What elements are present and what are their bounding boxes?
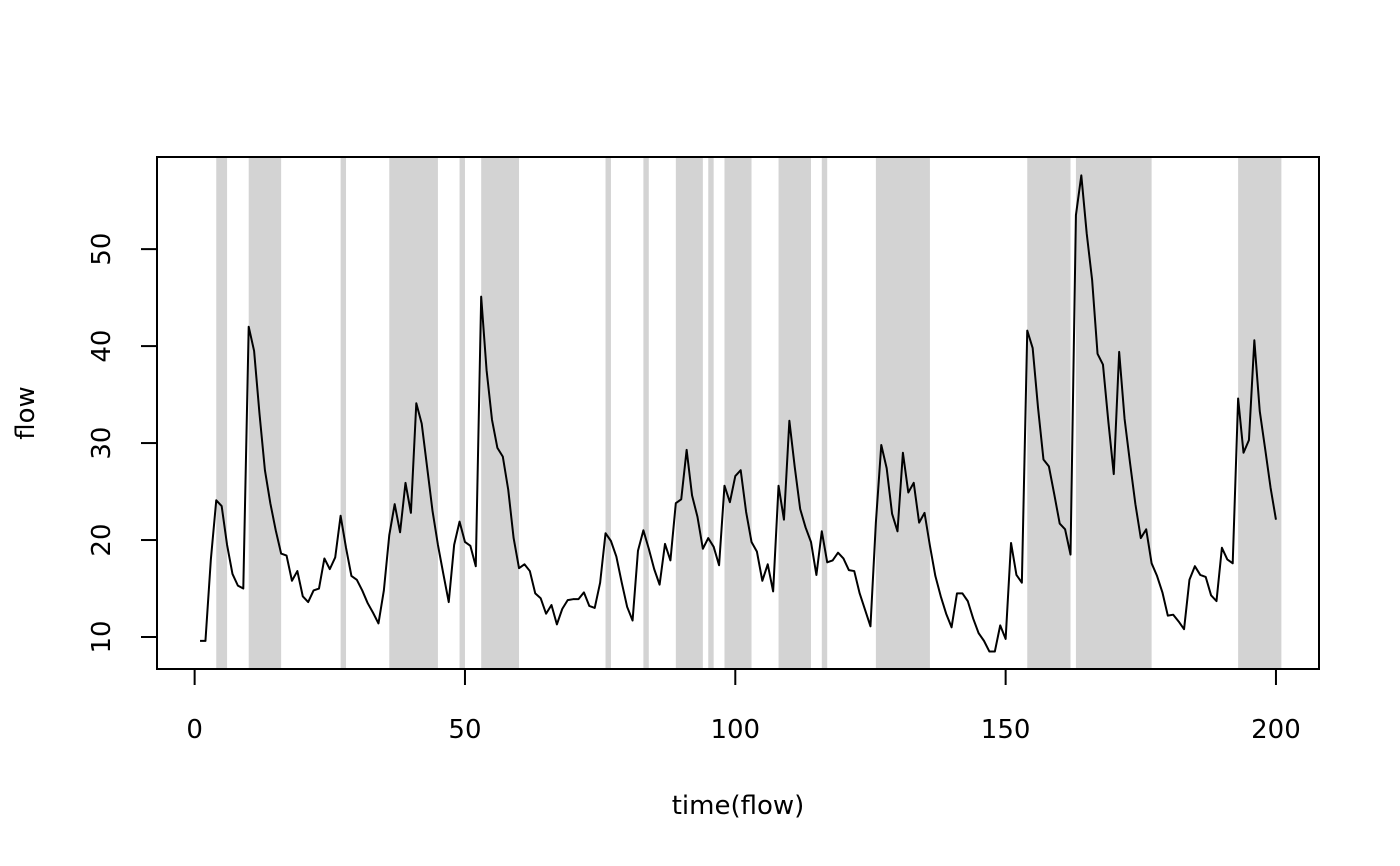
x-tick-label: 0 bbox=[186, 715, 203, 745]
shaded-region bbox=[875, 157, 930, 669]
y-tick-label: 10 bbox=[87, 620, 117, 653]
shaded-region bbox=[675, 157, 703, 669]
x-tick-label: 100 bbox=[710, 715, 760, 745]
shaded-region bbox=[643, 157, 649, 669]
y-tick-label: 50 bbox=[87, 233, 117, 266]
y-axis-label: flow bbox=[11, 386, 41, 440]
shaded-region bbox=[459, 157, 465, 669]
x-axis-label: time(flow) bbox=[672, 791, 805, 821]
y-tick-label: 20 bbox=[87, 523, 117, 556]
shaded-region bbox=[340, 157, 347, 669]
y-tick-label: 40 bbox=[87, 330, 117, 363]
x-tick-label: 150 bbox=[981, 715, 1031, 745]
shaded-region bbox=[778, 157, 811, 669]
shaded-region bbox=[724, 157, 752, 669]
y-tick-label: 30 bbox=[87, 427, 117, 460]
x-tick-label: 50 bbox=[448, 715, 481, 745]
shaded-region bbox=[605, 157, 611, 669]
shaded-region bbox=[821, 157, 828, 669]
shaded-region bbox=[708, 157, 714, 669]
shaded-region bbox=[481, 157, 520, 669]
shaded-region bbox=[216, 157, 228, 669]
shaded-region bbox=[389, 157, 438, 669]
x-tick-label: 200 bbox=[1251, 715, 1301, 745]
shaded-region bbox=[248, 157, 282, 669]
data-line bbox=[200, 174, 1277, 653]
shaded-region bbox=[1027, 157, 1071, 669]
